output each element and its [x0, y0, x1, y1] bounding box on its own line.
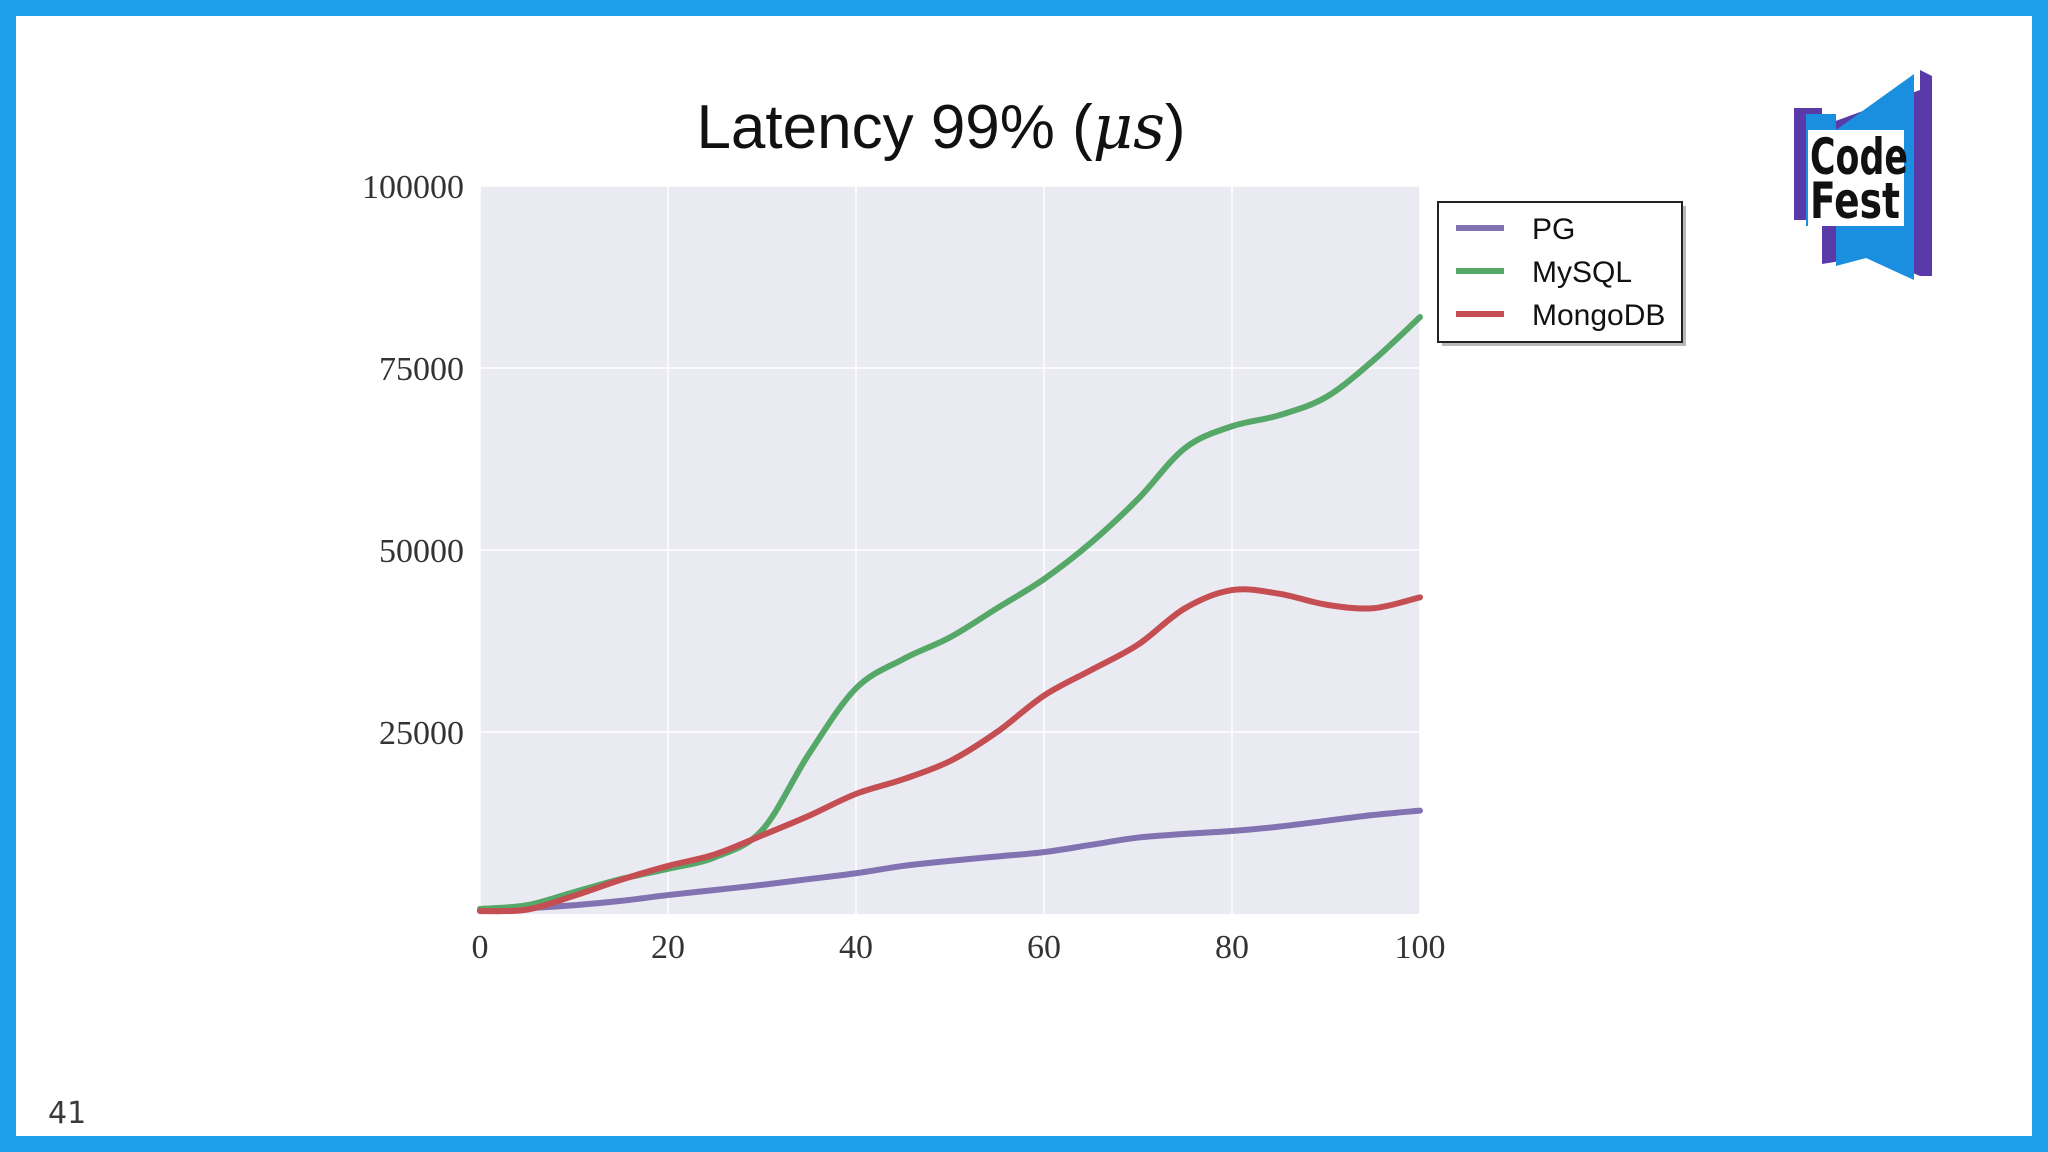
y-tick-label-25000: 25000	[379, 715, 464, 752]
tick-labels: 0 20 40 60 80 100 100000 75000 50000 25000	[362, 169, 1446, 966]
slide-number: 41	[48, 1096, 87, 1131]
legend-label-mongodb: MongoDB	[1532, 299, 1665, 332]
x-tick-label-40: 40	[839, 929, 873, 966]
logo-text-line1: Code	[1810, 128, 1908, 186]
latency-chart: Latency 99% (μs) 0 20 40 60 80 100 100000 75000…	[362, 90, 1686, 966]
legend-label-pg: PG	[1532, 213, 1575, 246]
series-line-mongodb	[477, 586, 1423, 915]
chart-title: Latency 99% (μs)	[696, 90, 1185, 163]
grid-lines	[479, 185, 1421, 914]
logo-text-panel	[1808, 130, 1904, 226]
slide: Latency 99% (μs) 0 20 40 60 80 100 100000 75000…	[16, 16, 2032, 1136]
codefest-logo: Code Fest	[1792, 68, 1962, 293]
x-tick-label-60: 60	[1027, 929, 1061, 966]
logo-text-line2: Fest	[1810, 172, 1900, 230]
series-line-pg	[477, 807, 1423, 914]
y-tick-label-100000: 100000	[362, 169, 464, 206]
legend-label-mysql: MySQL	[1532, 256, 1632, 289]
x-tick-label-100: 100	[1395, 929, 1446, 966]
x-tick-label-80: 80	[1215, 929, 1249, 966]
x-tick-label-0: 0	[472, 929, 489, 966]
y-tick-label-75000: 75000	[379, 351, 464, 388]
series-lines	[477, 314, 1423, 915]
x-tick-label-20: 20	[651, 929, 685, 966]
y-tick-label-50000: 50000	[379, 533, 464, 570]
chart-legend: PG MySQL MongoDB	[1437, 201, 1686, 346]
